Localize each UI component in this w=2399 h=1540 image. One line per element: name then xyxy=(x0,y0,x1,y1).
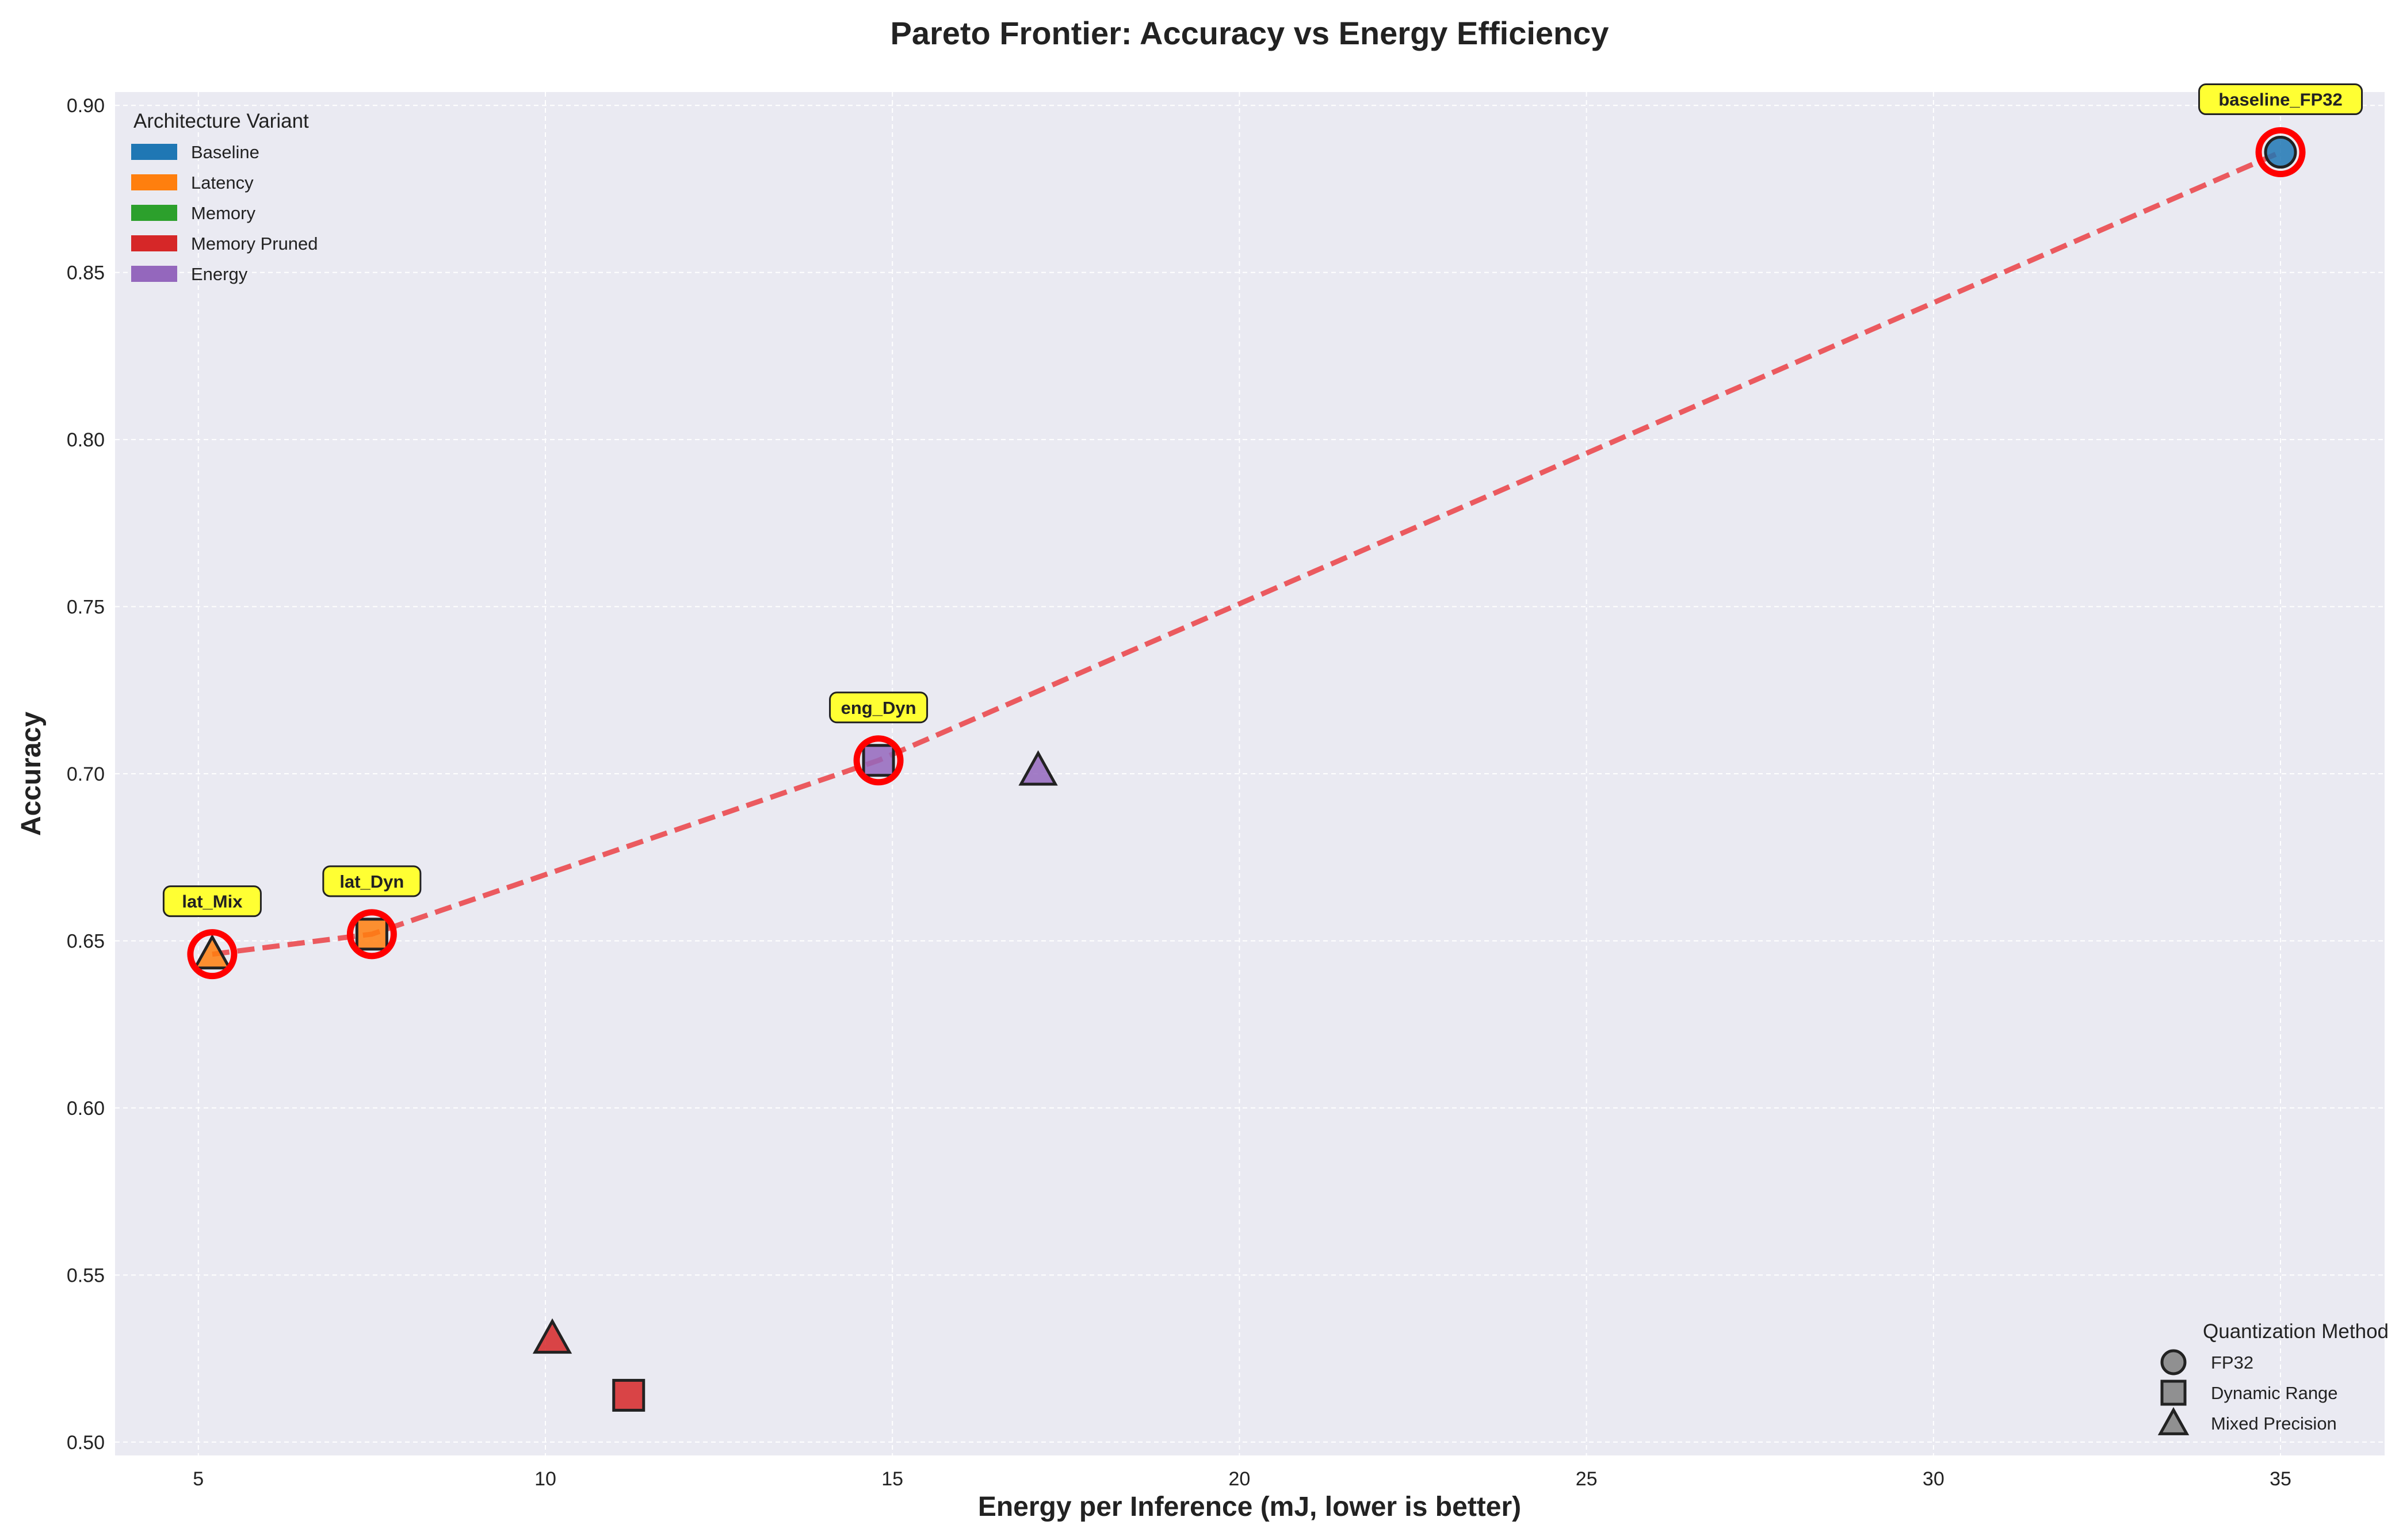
y-tick-label: 0.90 xyxy=(67,95,105,117)
y-tick-label: 0.80 xyxy=(67,429,105,451)
marker-legend-label: Dynamic Range xyxy=(2211,1383,2338,1403)
data-point xyxy=(2264,136,2297,169)
color-legend-label: Baseline xyxy=(191,142,259,162)
y-tick-label: 0.65 xyxy=(67,930,105,952)
color-legend-swatch xyxy=(131,205,177,221)
annotation-box xyxy=(829,691,929,724)
pareto-highlight-ring xyxy=(346,909,397,960)
annotation-label: baseline_FP32 xyxy=(2218,90,2342,110)
y-tick-label: 0.70 xyxy=(67,763,105,785)
y-tick-label: 0.50 xyxy=(67,1432,105,1454)
y-axis-title: Accuracy xyxy=(16,712,47,836)
data-point xyxy=(862,744,895,777)
color-legend-swatch xyxy=(131,235,177,251)
x-tick-label: 30 xyxy=(1923,1468,1945,1490)
x-axis-title: Energy per Inference (mJ, lower is bette… xyxy=(978,1492,1521,1522)
color-legend-swatch xyxy=(131,266,177,282)
pareto-highlight-ring xyxy=(187,929,238,980)
marker-legend-symbol xyxy=(2160,1379,2187,1406)
marker-legend-symbol xyxy=(2160,1349,2187,1375)
color-legend-label: Energy xyxy=(191,264,248,284)
quantization-method-legend: Quantization Method FP32 Dynamic Range Mix… xyxy=(2157,1320,2389,1435)
color-legend-label: Latency xyxy=(191,173,254,193)
plot-area xyxy=(115,92,2385,1455)
x-tick-label: 10 xyxy=(534,1468,556,1490)
annotation-box xyxy=(162,885,262,918)
y-tick-label: 0.75 xyxy=(67,597,105,618)
annotation-box xyxy=(322,865,422,897)
color-legend-label: Memory Pruned xyxy=(191,234,318,254)
data-point xyxy=(192,934,232,970)
x-tick-label: 5 xyxy=(193,1468,204,1490)
color-legend-swatch xyxy=(131,144,177,160)
marker-legend-title: Quantization Method xyxy=(2203,1320,2389,1343)
y-tick-label: 0.60 xyxy=(67,1098,105,1119)
marker-legend-symbol xyxy=(2157,1407,2190,1435)
color-legend-label: Memory xyxy=(191,203,255,223)
marker-legend-label: FP32 xyxy=(2211,1352,2253,1373)
data-point xyxy=(1018,750,1058,786)
pareto-frontier-line xyxy=(212,150,2282,957)
annotation-box xyxy=(2198,83,2363,116)
annotation-label: lat_Dyn xyxy=(339,872,404,892)
y-tick-label: 0.55 xyxy=(67,1264,105,1286)
color-legend-swatch xyxy=(131,174,177,190)
data-point xyxy=(532,1318,572,1354)
pareto-highlight-ring xyxy=(853,735,904,786)
annotation-label: eng_Dyn xyxy=(841,698,916,718)
pareto-highlight-ring xyxy=(2255,127,2306,178)
y-tick-label: 0.85 xyxy=(67,262,105,284)
x-tick-label: 20 xyxy=(1228,1468,1250,1490)
chart-title: Pareto Frontier: Accuracy vs Energy Effi… xyxy=(890,15,1609,51)
x-tick-label: 15 xyxy=(881,1468,903,1490)
data-point xyxy=(355,918,388,951)
x-tick-label: 25 xyxy=(1576,1468,1598,1490)
color-legend-title: Architecture Variant xyxy=(133,110,309,132)
x-tick-label: 35 xyxy=(2270,1468,2291,1490)
data-point xyxy=(612,1378,645,1412)
marker-legend-label: Mixed Precision xyxy=(2211,1413,2337,1434)
annotation-label: lat_Mix xyxy=(182,892,243,912)
architecture-variant-legend: Architecture Variant Baseline Latency Memo… xyxy=(131,110,318,284)
